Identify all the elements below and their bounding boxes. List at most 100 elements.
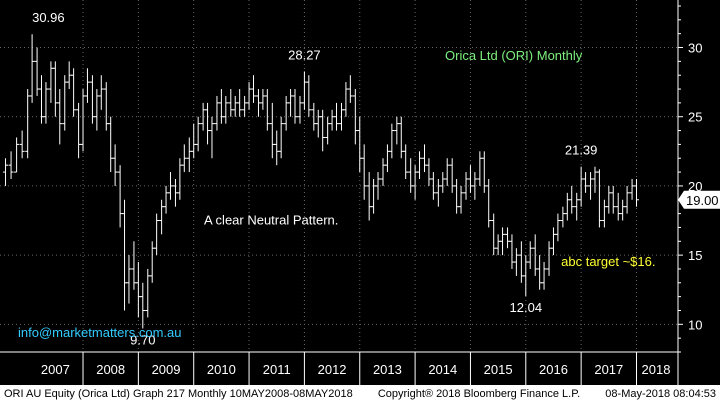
ohlc-bar [191,123,197,159]
ohlc-bar [214,95,220,131]
ohlc-bar [606,185,612,214]
x-tick-label: 2014 [428,362,457,377]
ohlc-bar [186,137,192,173]
ohlc-bar [223,95,229,124]
footer-bar: ORI AU Equity (Orica Ltd) Graph 217 Mont… [0,385,720,403]
ohlc-bar [98,75,104,110]
x-tick-label: 2007 [41,362,70,377]
x-tick-label: 2018 [642,362,671,377]
ohlc-bar [292,89,298,124]
y-axis: 10 15 20 25 30 [677,0,702,385]
ohlc-bar [550,227,556,256]
ohlc-bar [278,116,284,159]
ohlc-bar [633,179,639,207]
ohlc-bar [523,255,529,297]
ohlc-bar [394,116,400,145]
ohlc-bar [412,165,418,200]
ohlc-bar [177,158,183,200]
ohlc-bar [541,262,547,290]
ohlc-bar [301,71,307,110]
ohlc-bar [620,199,626,221]
ohlc-bar [89,75,95,124]
ohlc-bar [205,102,211,145]
ohlc-bar [629,179,635,200]
ohlc-series [3,34,639,329]
ohlc-bar [486,179,492,228]
x-tick-label: 2015 [484,362,513,377]
ohlc-bar [513,248,519,276]
ohlc-bar [398,116,404,159]
ohlc-bar [615,192,621,221]
ohlc-bar [14,137,20,173]
y-tick-label: 10 [688,317,702,332]
ohlc-bar [149,241,155,283]
ohlc-bar [500,227,506,256]
ohlc-bar [8,151,14,179]
ohlc-bar [527,241,533,269]
ohlc-bar [126,255,132,304]
ohlc-bar [440,172,446,193]
ohlc-bar [422,144,428,173]
ohlc-bar [574,192,580,221]
ohlc-bar [131,241,137,290]
ohlc-bar [361,144,367,200]
ohlc-bar [103,82,109,131]
ohlc-bar [537,255,543,290]
ohlc-bar [195,116,201,152]
ohlc-bar [338,102,344,131]
ohlc-bar [274,130,280,166]
pattern-note: A clear Neutral Pattern. [204,213,338,228]
ohlc-bar [375,172,381,200]
y-tick-label: 25 [688,110,702,125]
ohlc-bar [578,166,584,207]
ohlc-bar [417,151,423,179]
ohlc-bar [154,213,160,256]
ohlc-bar [366,172,372,221]
x-tick-label: 2010 [207,362,236,377]
y-tick-label: 15 [688,248,702,263]
ohlc-bar [477,151,483,186]
ohlc-bar [315,109,321,138]
ohlc-bar [62,75,68,131]
ohlc-bar [19,130,25,159]
ohlc-bar [163,185,169,214]
ohlc-bar [159,199,165,235]
ohlc-bar [306,75,312,117]
ohlc-bar [592,166,598,193]
ohlc-bar [76,102,82,159]
x-tick-label: 2012 [318,362,347,377]
ohlc-bar [472,172,478,200]
ohlc-bar [564,192,570,221]
ohlc-bar [255,89,261,117]
ohlc-bar [57,89,63,145]
ohlc-bar [560,206,566,228]
y-tick-label: 20 [688,179,702,194]
ohlc-bar [518,241,524,283]
y-tick-label: 30 [688,41,702,56]
ohlc-bar [122,199,128,311]
footer-security: ORI AU Equity (Orica Ltd) Graph 217 Mont… [4,388,353,400]
ohlc-bar [384,144,390,173]
ohlc-bar [269,102,275,159]
ohlc-bar [172,179,178,207]
last-price-badge [678,190,720,209]
ohlc-bar [167,172,173,200]
ohlc-bar [435,179,441,207]
price-annotation: 21.39 [565,143,598,158]
last-price-label: 19.00 [686,193,719,208]
ohlc-bar [495,234,501,256]
price-annotation: 9.70 [130,332,155,347]
target-note: abc target ~$16. [561,254,655,269]
ohlc-bar [408,158,414,193]
ohlc-bar [334,102,340,131]
ohlc-bar [444,158,450,186]
ohlc-bar [242,95,248,117]
ohlc-bar [112,144,118,186]
price-chart: 30.96 28.27 9.70 12.04 21.39 A clear Neutral … [0,0,720,385]
ohlc-bar [80,89,86,152]
x-tick-label: 2013 [373,362,402,377]
annotations: 30.96 28.27 9.70 12.04 21.39 A clear Neutral … [32,10,655,347]
ohlc-bar [288,89,294,117]
last-price-tag: 19.00 [678,190,720,209]
ohlc-bar [320,109,326,152]
